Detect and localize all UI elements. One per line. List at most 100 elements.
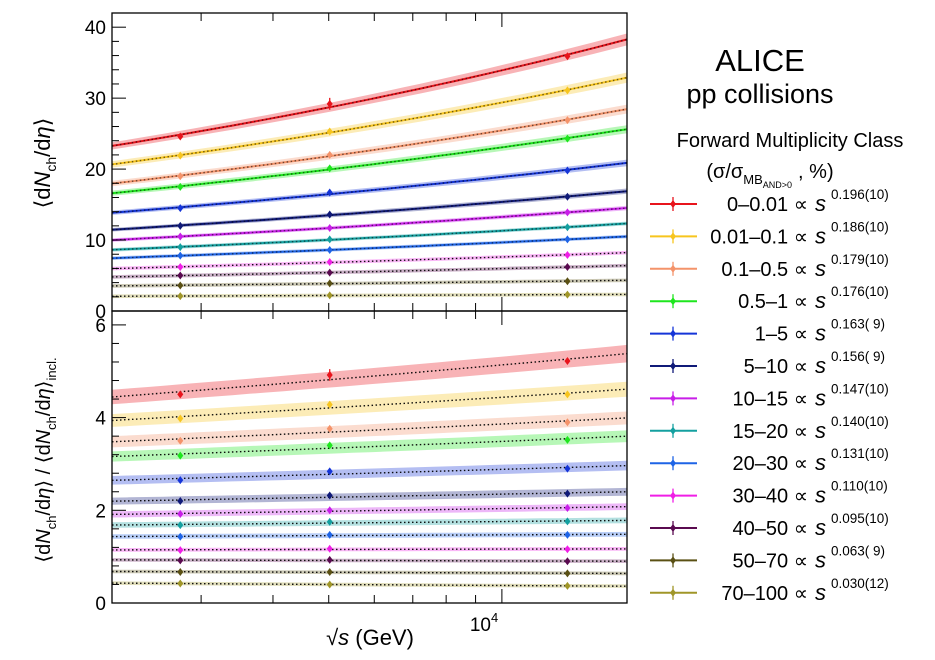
bottom-marker-0.01–0.1-2760: [177, 414, 184, 423]
bottom-marker-0.5–1-5020: [326, 441, 333, 450]
legend-marker-icon: [670, 297, 676, 306]
top-marker-5–10-13000: [564, 192, 571, 201]
bottom-marker-0.5–1-2760: [177, 451, 184, 460]
top-marker-0.01–0.1-2760: [177, 151, 184, 160]
top-y-tick-label: 10: [85, 231, 106, 252]
legend-entry-70–100: 70–100 ∝ s 0.030(12): [650, 576, 889, 605]
legend-exponent: 0.030(12): [831, 576, 889, 591]
top-fit-dotted-0.1–0.5: [111, 108, 628, 185]
legend-label: 0.5–1 ∝: [738, 291, 808, 313]
legend-exponent: 0.186(10): [831, 219, 889, 234]
legend-marker-icon: [670, 426, 676, 435]
bottom-y-axis-title: ⟨dNch/dη⟩ / ⟨dNch/dη⟩incl.: [33, 357, 59, 562]
legend-s-symbol: s: [815, 450, 826, 475]
bottom-marker-30–40-2760: [177, 546, 184, 555]
bottom-marker-15–20-13000: [564, 517, 571, 526]
bottom-fit-band-15–20: [112, 517, 627, 528]
bottom-marker-40–50-13000: [564, 557, 571, 566]
bottom-marker-0.01–0.1-5020: [326, 400, 333, 409]
top-marker-1–5-13000: [564, 166, 571, 175]
top-y-tick-label: 20: [85, 160, 106, 181]
legend-exponent: 0.110(10): [831, 479, 888, 494]
legend-entries: 0–0.01 ∝ s 0.196(10)0.01–0.1 ∝ s 0.186(10)0.…: [650, 187, 889, 605]
bottom-marker-0–0.01-13000: [564, 357, 571, 366]
top-fit-dotted-30–40: [111, 251, 628, 270]
bottom-marker-1–5-2760: [177, 476, 184, 485]
top-y-tick-label: 40: [85, 18, 106, 39]
top-fit-dotted-0.01–0.1: [111, 76, 628, 166]
legend-marker-icon: [670, 556, 676, 565]
top-y-tick-label: 30: [85, 89, 106, 110]
top-marker-10–15-5020: [326, 223, 333, 232]
legend-label: 1–5 ∝: [755, 324, 808, 346]
top-marker-0–0.01-5020: [326, 99, 333, 108]
bottom-marker-10–15-5020: [326, 506, 333, 515]
legend-exponent: 0.196(10): [831, 187, 889, 202]
bottom-marker-10–15-2760: [177, 510, 184, 519]
bottom-marker-50–70-13000: [564, 569, 571, 578]
bottom-marker-30–40-5020: [326, 544, 333, 553]
legend-marker-icon: [670, 588, 676, 597]
bottom-marker-15–20-5020: [326, 517, 333, 526]
system-label: pp collisions: [686, 79, 833, 109]
legend-entry-0.01–0.1: 0.01–0.1 ∝ s 0.186(10): [650, 219, 889, 248]
bottom-marker-70–100-13000: [564, 581, 571, 590]
legend-exponent: 0.156( 9): [831, 349, 885, 364]
top-marker-0.01–0.1-5020: [326, 127, 333, 136]
bottom-marker-0–0.01-5020: [326, 370, 333, 379]
x-tick-label-10e4: 104: [470, 610, 498, 636]
legend-s-symbol: s: [815, 321, 826, 346]
top-marker-0.5–1-13000: [564, 134, 571, 143]
top-fit-line-10–15: [111, 207, 628, 242]
top-fit-band-50–70: [112, 278, 627, 288]
legend-label: 5–10 ∝: [744, 356, 808, 378]
legend-marker-icon: [670, 329, 676, 338]
bottom-marker-20–30-2760: [177, 532, 184, 541]
bottom-marker-5–10-13000: [564, 489, 571, 498]
bottom-y-tick-label: 4: [95, 409, 106, 430]
top-marker-30–40-2760: [177, 263, 184, 272]
top-fit-dotted-50–70: [111, 279, 628, 287]
top-marker-5–10-2760: [177, 221, 184, 230]
bottom-marker-20–30-5020: [326, 530, 333, 539]
top-marker-70–100-2760: [177, 292, 184, 301]
legend-s-symbol: s: [815, 385, 826, 410]
bottom-marker-10–15-13000: [564, 503, 571, 512]
top-marker-15–20-2760: [177, 243, 184, 252]
experiment-label: ALICE: [715, 43, 805, 78]
bottom-y-tick-label: 0: [95, 594, 106, 615]
bottom-fit-band-50–70: [112, 569, 627, 576]
top-fit-dotted-70–100: [111, 293, 628, 297]
top-marker-20–30-2760: [177, 251, 184, 260]
top-fit-band-0.01–0.1: [112, 72, 627, 168]
bottom-marker-40–50-2760: [177, 556, 184, 565]
legend-entry-15–20: 15–20 ∝ s 0.140(10): [650, 414, 889, 443]
legend-s-symbol: s: [815, 547, 826, 572]
legend-s-symbol: s: [815, 256, 826, 281]
legend-marker-icon: [670, 524, 676, 532]
legend-entry-5–10: 5–10 ∝ s 0.156( 9): [650, 349, 885, 378]
legend-label: 0.01–0.1 ∝: [710, 226, 808, 248]
bottom-marker-70–100-5020: [326, 580, 333, 589]
top-fit-line-0–0.01: [111, 38, 628, 147]
bottom-fit-dotted-10–15: [111, 506, 628, 516]
legend-marker-icon: [670, 362, 676, 370]
legend-exponent: 0.063( 9): [831, 543, 885, 558]
x-axis-title: √s (GeV): [326, 625, 414, 650]
legend-marker-icon: [670, 491, 676, 500]
legend-marker-icon: [670, 459, 676, 468]
bottom-marker-1–5-13000: [564, 464, 571, 473]
legend-entry-50–70: 50–70 ∝ s 0.063( 9): [650, 543, 885, 572]
bottom-fit-band-10–15: [112, 503, 627, 518]
top-marker-40–50-5020: [326, 268, 333, 277]
bottom-fit-dotted-40–50: [111, 559, 627, 562]
top-marker-15–20-13000: [564, 223, 571, 232]
bottom-y-tick-label: 6: [95, 316, 106, 337]
legend-label: 0.1–0.5 ∝: [721, 259, 808, 281]
bottom-fit-band-30–40: [112, 547, 627, 552]
top-fit-dotted-40–50: [111, 264, 628, 278]
legend-exponent: 0.147(10): [831, 381, 889, 396]
top-marker-1–5-5020: [326, 188, 333, 197]
top-marker-1–5-2760: [177, 204, 184, 213]
top-fit-band-0.5–1: [112, 125, 627, 196]
